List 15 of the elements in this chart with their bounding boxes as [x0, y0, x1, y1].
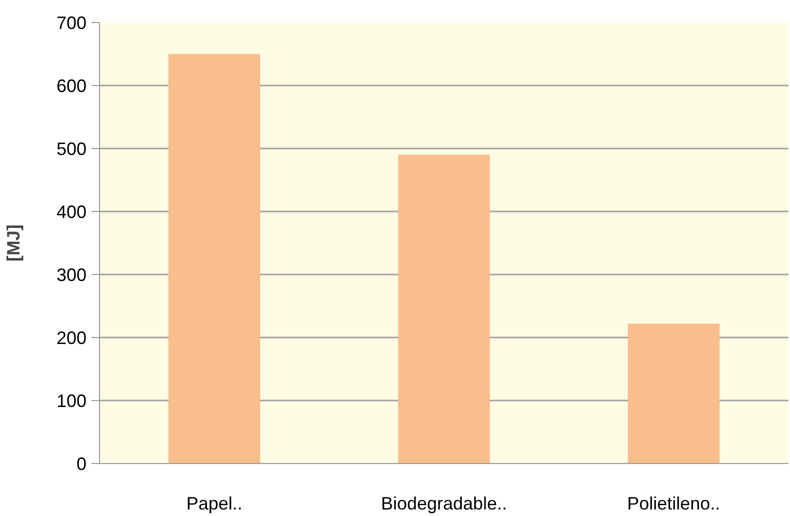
x-tick-label: Papel..: [186, 494, 242, 514]
bar: [168, 54, 260, 464]
y-tick-label: 100: [56, 391, 87, 411]
y-axis-title: [MJ]: [3, 224, 24, 262]
y-tick-label: 0: [76, 454, 87, 474]
y-tick-label: 700: [56, 13, 87, 33]
y-tick-label: 600: [56, 76, 87, 96]
bar: [398, 154, 490, 464]
x-tick-label: Biodegradable..: [380, 494, 508, 514]
y-tick-label: 400: [56, 202, 87, 222]
y-tick-label: 200: [56, 328, 87, 348]
y-tick-label: 300: [56, 265, 87, 285]
x-tick-label: Polietileno..: [627, 494, 720, 514]
y-tick-label: 500: [56, 139, 87, 159]
bar: [628, 324, 720, 464]
